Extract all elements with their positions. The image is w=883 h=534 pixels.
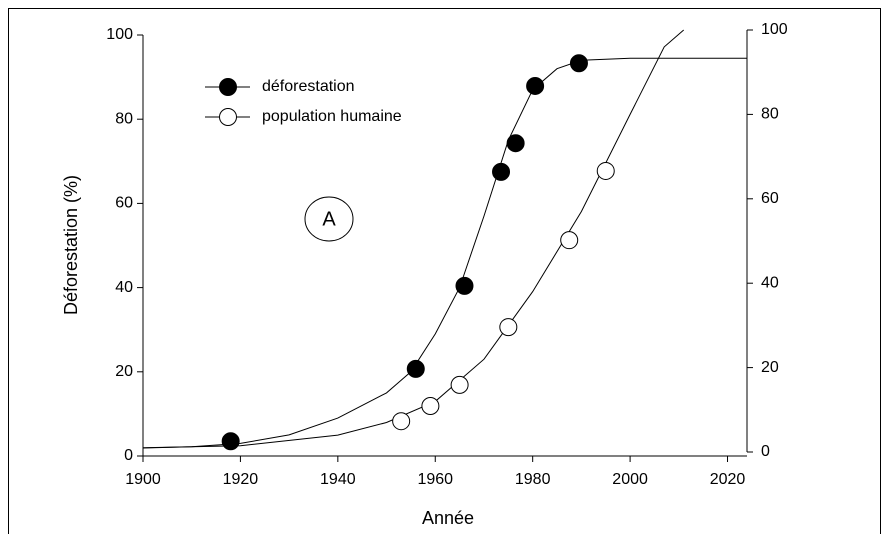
point	[455, 276, 474, 295]
point	[596, 161, 615, 180]
y2-tick-label: 0	[761, 443, 770, 460]
y-axis-label: Déforestation (%)	[61, 175, 81, 315]
y-tick-label: 40	[115, 279, 133, 296]
point	[221, 432, 240, 451]
point	[506, 134, 525, 153]
point	[406, 359, 425, 378]
point	[392, 412, 411, 431]
point	[526, 76, 545, 95]
y-tick-label: 60	[115, 195, 133, 212]
y2-tick-label: 60	[761, 190, 779, 207]
y2-tick-label: 40	[761, 274, 779, 291]
x-tick-label: 2000	[612, 471, 648, 488]
x-tick-label: 1900	[125, 471, 161, 488]
point	[492, 162, 511, 181]
y2-tick-label: 80	[761, 106, 779, 123]
legend-label: population humaine	[262, 108, 402, 125]
annotation: A	[322, 208, 336, 230]
fit-line	[142, 29, 685, 449]
y-tick-label: 80	[115, 110, 133, 127]
x-tick-label: 1980	[515, 471, 551, 488]
y2-tick-label: 100	[761, 21, 788, 38]
point	[569, 54, 588, 73]
legend-label: déforestation	[262, 78, 355, 95]
x-tick-label: 2020	[710, 471, 746, 488]
fit-line	[142, 57, 747, 449]
y-tick-label: 100	[106, 26, 133, 43]
x-axis-label: Année	[422, 508, 474, 528]
y2-tick-label: 20	[761, 359, 779, 376]
point	[560, 231, 579, 250]
y-tick-label: 20	[115, 363, 133, 380]
x-tick-label: 1960	[417, 471, 453, 488]
x-tick-label: 1920	[223, 471, 259, 488]
legend-marker	[219, 108, 237, 126]
point	[499, 318, 518, 337]
frame	[8, 8, 881, 534]
legend-marker	[219, 78, 237, 96]
point	[450, 375, 469, 394]
annotation-frame	[304, 196, 354, 242]
y-tick-label: 0	[124, 447, 133, 464]
point	[421, 397, 440, 416]
x-tick-label: 1940	[320, 471, 356, 488]
